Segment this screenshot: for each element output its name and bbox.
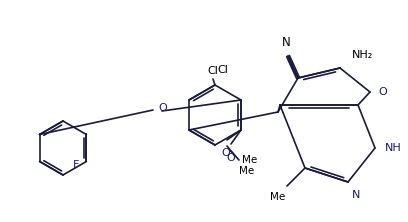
Text: N: N bbox=[282, 36, 290, 49]
Text: Me: Me bbox=[242, 155, 257, 165]
Text: O: O bbox=[226, 153, 235, 163]
Text: NH₂: NH₂ bbox=[352, 50, 373, 60]
Text: O: O bbox=[158, 103, 167, 113]
Text: F: F bbox=[73, 161, 80, 170]
Text: Cl: Cl bbox=[217, 65, 228, 75]
Text: Me: Me bbox=[270, 192, 285, 202]
Text: Cl: Cl bbox=[208, 66, 218, 76]
Text: O: O bbox=[222, 148, 231, 158]
Text: N: N bbox=[352, 190, 360, 200]
Text: NH: NH bbox=[385, 143, 402, 153]
Text: O: O bbox=[378, 87, 387, 97]
Text: Me: Me bbox=[239, 166, 254, 176]
